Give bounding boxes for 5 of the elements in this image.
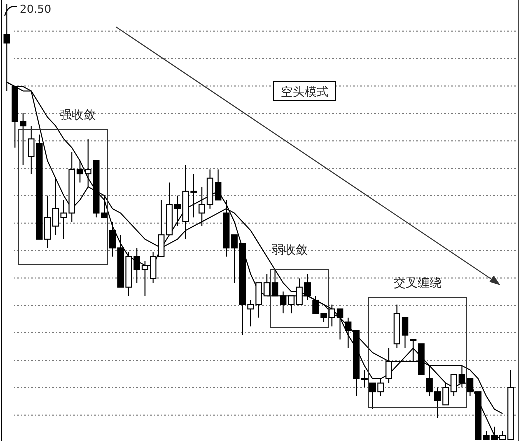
annotation: 20.50 [20,3,52,16]
annotation: 弱收敛 [272,243,308,257]
annotation: 交叉缠绕 [394,276,442,290]
annotation: 空头模式 [281,85,329,99]
annotation: 强收敛 [60,108,96,122]
